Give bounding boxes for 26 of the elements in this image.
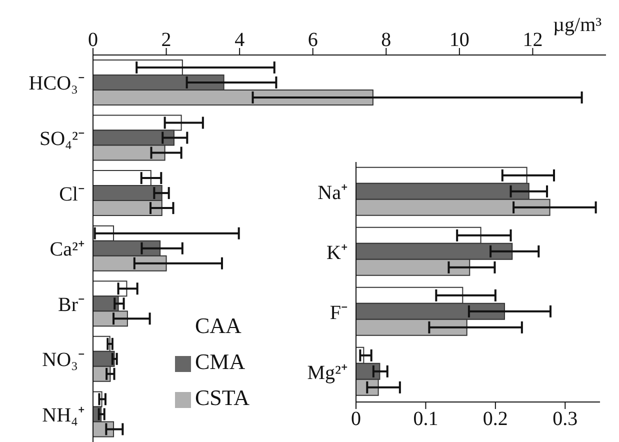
- x-tick-label: 8: [381, 29, 392, 51]
- y-tick-label: Cl⁻: [59, 183, 85, 206]
- x-tick-label: 0: [88, 29, 98, 51]
- x-tick-label: 0: [351, 408, 361, 430]
- x-tick-label: 6: [308, 29, 318, 51]
- text: CAA: [195, 313, 242, 338]
- x-axis-title: µg/m³: [553, 14, 602, 37]
- x-tick-label: 10: [449, 29, 470, 51]
- x-tick-label: 0.2: [482, 408, 508, 430]
- x-tick-label: 4: [234, 29, 245, 51]
- y-tick-label: HCO₃⁻: [28, 72, 85, 95]
- x-tick-label: 12: [522, 29, 543, 51]
- y-tick-label: NO₃⁻: [42, 349, 85, 372]
- y-tick-label: Mg²⁺: [307, 362, 348, 384]
- y-tick-label: F⁻: [330, 302, 348, 324]
- y-tick-label: Br⁻: [58, 294, 85, 316]
- y-tick-label: K⁺: [326, 242, 348, 264]
- y-tick-label: NH₄⁺: [42, 404, 85, 426]
- legend-label: CMA: [195, 349, 246, 374]
- x-tick-label: 0.3: [552, 408, 578, 430]
- y-tick-label: SO₄²⁻: [39, 128, 85, 150]
- y-tick-label: Na⁺: [318, 182, 348, 204]
- y-tick-label: Ca²⁺: [50, 238, 85, 261]
- x-tick-label: 0.1: [413, 408, 438, 430]
- legend-label: CSTA: [195, 385, 250, 410]
- x-tick-label: 2: [161, 29, 172, 51]
